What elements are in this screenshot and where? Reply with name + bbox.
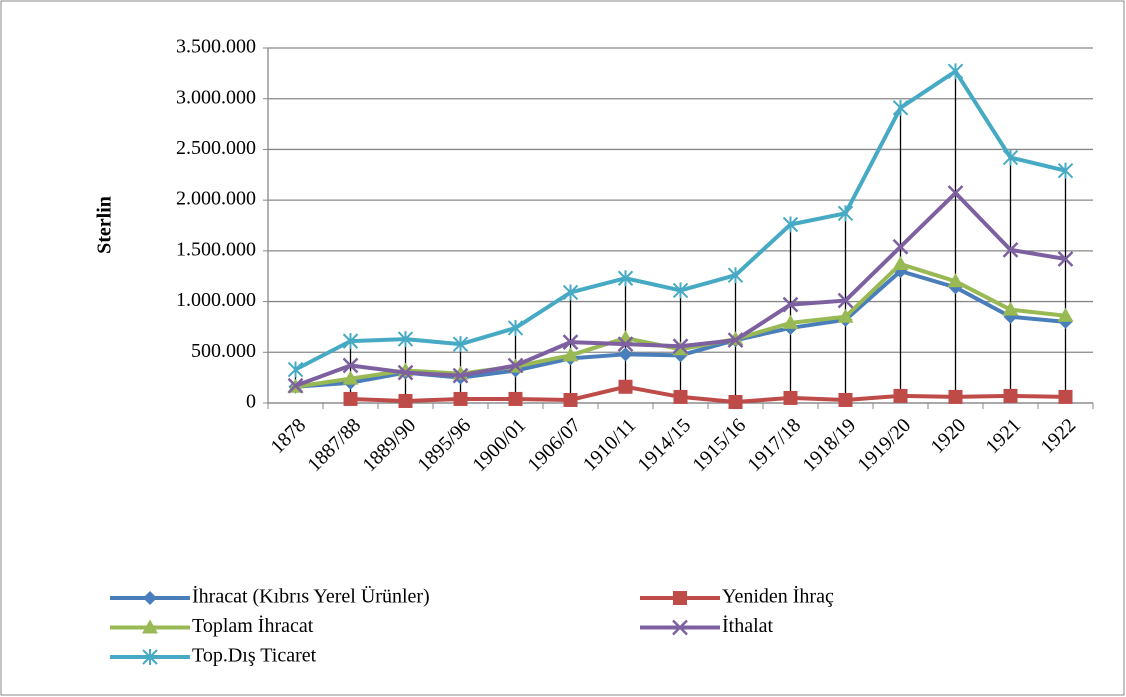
marker [452,336,469,353]
marker [837,308,854,323]
marker [892,238,909,255]
y-tick-label: 500.000 [191,340,256,362]
marker [618,379,633,394]
legend-label: İthalat [722,614,774,637]
legend-label: Yeniden İhraç [722,585,834,608]
marker [452,367,469,384]
marker [562,347,579,362]
legend-label: Top.Dış Ticaret [192,645,317,667]
marker [287,361,304,378]
marker [1002,149,1019,166]
marker [783,390,798,405]
marker [453,391,468,406]
y-tick-label: 1.000.000 [176,289,256,311]
marker [397,364,414,381]
marker [947,63,964,80]
marker [837,292,854,309]
y-tick-label: 0 [246,391,256,413]
marker [343,391,358,406]
marker [672,282,689,299]
marker [617,336,634,353]
marker [142,619,158,634]
marker [142,649,158,665]
legend-label: Toplam İhracat [192,614,314,637]
marker [672,338,689,355]
y-tick-label: 2.500.000 [176,137,256,159]
marker [1002,241,1019,258]
marker [507,319,524,336]
marker [1057,251,1074,267]
marker [727,267,744,284]
marker [893,388,908,403]
marker [618,347,633,362]
marker [782,296,799,313]
marker [947,273,964,288]
marker [1058,389,1073,404]
marker [782,314,799,329]
legend-label: İhracat (Kıbrıs Yerel Ürünler) [192,585,430,608]
marker [838,392,853,407]
marker [948,389,963,404]
y-axis-label: Sterlin [94,196,116,254]
marker [342,370,359,385]
marker [673,389,688,404]
y-tick-label: 3.500.000 [176,36,256,58]
marker [342,333,359,350]
marker [1003,388,1018,403]
marker [617,270,634,287]
marker [672,619,688,636]
marker [287,377,304,394]
marker [143,591,157,605]
marker [398,393,413,408]
marker [837,205,854,222]
marker [892,256,909,271]
y-tick-label: 1.500.000 [176,238,256,260]
marker [397,331,414,348]
marker [562,334,579,351]
marker [782,216,799,233]
marker [727,332,744,348]
marker [673,591,687,605]
y-tick-label: 2.000.000 [176,188,256,210]
marker [1057,162,1074,179]
marker [728,394,743,409]
marker [1057,307,1074,322]
marker [892,99,909,116]
marker [562,284,579,301]
marker [342,357,359,374]
marker [507,357,524,374]
series-line [350,384,1066,404]
marker [563,392,578,407]
marker [1002,301,1019,316]
marker [508,391,523,406]
y-tick-label: 3.000.000 [176,86,256,108]
marker [947,185,964,201]
